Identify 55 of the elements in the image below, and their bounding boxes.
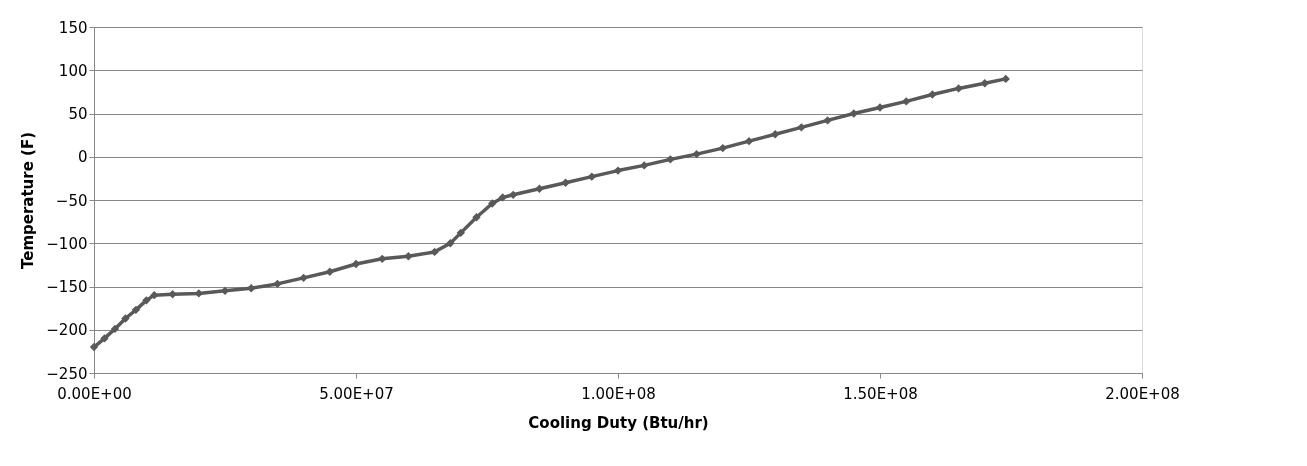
point	[247, 284, 256, 293]
x-tick-label: 0.00E+00	[57, 384, 132, 403]
point	[718, 143, 727, 153]
point	[110, 324, 120, 334]
point	[692, 149, 701, 159]
point	[472, 213, 481, 222]
point	[273, 279, 282, 289]
point	[561, 178, 570, 187]
point	[299, 273, 308, 283]
y-tick-label: −100	[46, 234, 88, 253]
point	[121, 314, 130, 323]
point	[902, 97, 911, 106]
y-tick-label: 100	[58, 61, 88, 80]
point	[446, 239, 455, 248]
point	[430, 247, 439, 257]
point	[100, 334, 109, 343]
point	[404, 252, 413, 261]
point	[849, 109, 858, 118]
y-tick-label: −150	[46, 278, 88, 296]
y-tick-label: 0	[77, 148, 88, 167]
point	[875, 103, 885, 112]
point	[928, 90, 937, 99]
x-tick-label: 1.50E+08	[843, 384, 918, 403]
y-tick-label: −50	[55, 191, 88, 210]
x-axis-title: Cooling Duty (Btu/hr)	[528, 413, 709, 432]
point	[89, 342, 99, 352]
point	[954, 84, 963, 93]
point	[797, 123, 806, 132]
y-tick-label: 150	[58, 18, 88, 37]
point	[587, 172, 596, 181]
point	[498, 193, 507, 202]
point	[488, 199, 497, 208]
y-tick-label: 50	[68, 105, 88, 123]
x-tick-label: 2.00E+08	[1105, 384, 1180, 403]
point	[771, 130, 780, 139]
x-tick-label: 1.00E+08	[581, 384, 656, 403]
point	[744, 137, 754, 146]
y-tick-label: −200	[46, 321, 88, 340]
point	[666, 155, 675, 164]
point	[168, 290, 177, 299]
y-tick-label: −250	[46, 364, 88, 383]
point	[823, 116, 832, 125]
point	[150, 290, 159, 300]
point	[509, 190, 518, 199]
point	[456, 228, 465, 238]
point	[535, 184, 544, 193]
point	[1001, 74, 1010, 84]
point	[131, 305, 141, 315]
point	[325, 267, 334, 276]
point	[640, 161, 649, 170]
point	[980, 79, 989, 88]
y-axis-title: Temperature (F)	[19, 131, 38, 270]
point	[613, 166, 623, 175]
x-tick-label: 5.00E+07	[319, 384, 394, 403]
point	[142, 296, 151, 305]
